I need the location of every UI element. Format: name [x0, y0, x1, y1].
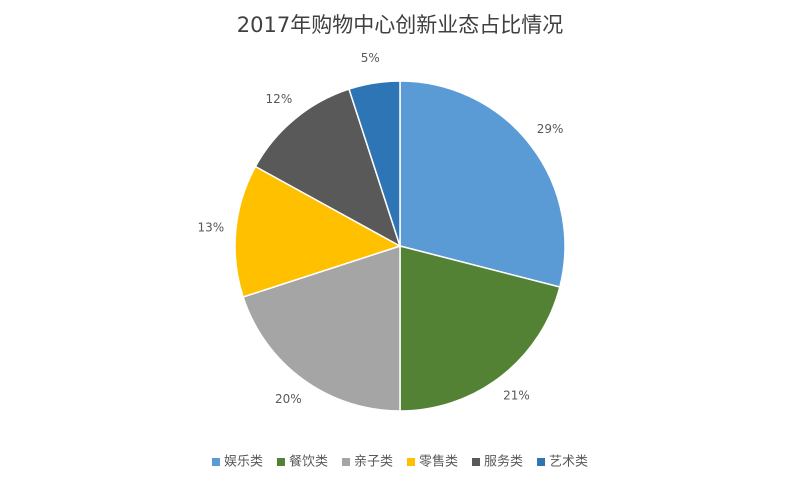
data-label: 20% — [275, 392, 302, 406]
legend-marker — [276, 458, 285, 466]
legend-label: 娱乐类 — [224, 455, 263, 470]
legend-marker — [407, 458, 415, 466]
data-label: 13% — [198, 221, 225, 235]
legend-label: 零售类 — [419, 454, 458, 470]
chart-title: 2017年购物中心创新业态占比情况 — [237, 13, 563, 37]
legend-marker — [341, 458, 350, 466]
data-label: 29% — [537, 122, 564, 136]
legend-marker — [472, 458, 481, 466]
pie-slice — [399, 80, 566, 288]
legend-label: 餐饮类 — [289, 454, 328, 470]
pie-slice — [234, 165, 402, 298]
legend-marker — [211, 458, 220, 466]
legend-marker — [537, 458, 546, 466]
legend-label: 亲子类 — [354, 455, 393, 470]
pie-slice — [242, 244, 401, 412]
legend-label: 艺术类 — [549, 455, 588, 470]
data-label: 21% — [503, 389, 530, 403]
legend-label: 服务类 — [484, 454, 523, 470]
pie-slice — [254, 88, 402, 248]
pie-slice — [348, 80, 401, 247]
data-label: 5% — [361, 51, 380, 65]
pie-slice — [399, 245, 561, 412]
data-label: 12% — [266, 92, 293, 106]
